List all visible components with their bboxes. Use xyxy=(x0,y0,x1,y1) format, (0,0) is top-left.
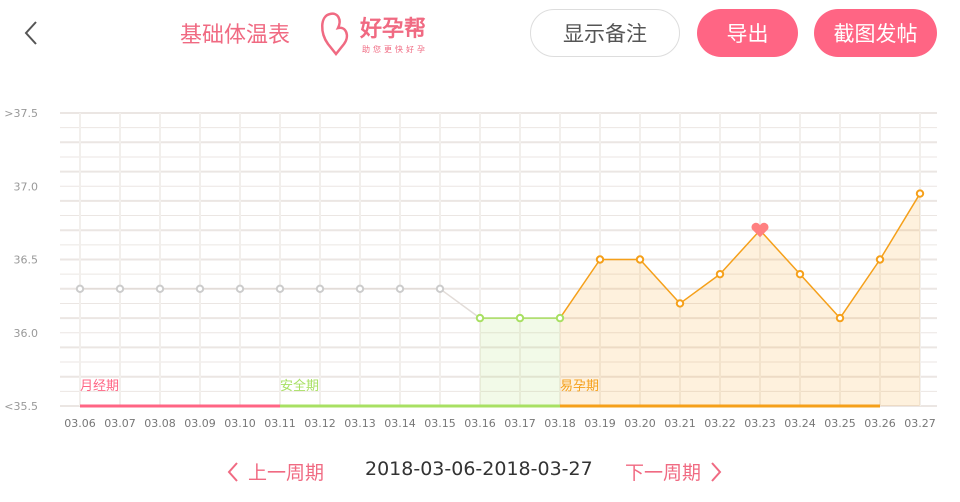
data-point xyxy=(275,284,285,294)
series-line xyxy=(719,229,761,275)
x-tick-label: 03.20 xyxy=(624,417,656,430)
phase-label: 月经期 xyxy=(80,379,119,394)
date-range: 2018-03-06-2018-03-27 xyxy=(365,458,593,480)
data-point xyxy=(115,284,125,294)
x-tick-label: 03.08 xyxy=(144,417,176,430)
y-tick-label: >37.5 xyxy=(4,107,38,120)
y-tick-label: 37.0 xyxy=(14,180,39,193)
next-cycle-button[interactable]: 下一周期 xyxy=(625,458,723,485)
data-point xyxy=(915,189,925,198)
x-tick-label: 03.23 xyxy=(744,417,776,430)
heart-marker xyxy=(751,222,769,238)
logo-text: 好孕帮 xyxy=(359,16,426,42)
x-tick-label: 03.09 xyxy=(184,417,216,430)
prev-cycle-button[interactable]: 上一周期 xyxy=(226,458,324,485)
data-point xyxy=(515,313,525,323)
x-tick-label: 03.17 xyxy=(504,417,536,430)
data-point xyxy=(875,255,885,264)
chevron-left-icon xyxy=(24,21,37,45)
export-button[interactable]: 导出 xyxy=(697,9,798,57)
next-cycle-label: 下一周期 xyxy=(625,462,702,484)
series-line xyxy=(439,288,481,319)
data-point xyxy=(235,284,245,294)
x-tick-label: 03.21 xyxy=(664,417,696,430)
x-tick-label: 03.18 xyxy=(544,417,576,430)
x-tick-label: 03.07 xyxy=(104,417,136,430)
chevron-left-icon xyxy=(227,461,238,482)
phase-label: 易孕期 xyxy=(560,379,599,394)
data-point xyxy=(155,284,165,294)
series-line xyxy=(639,258,681,304)
cycle-navigation: 上一周期 2018-03-06-2018-03-27 下一周期 xyxy=(0,458,960,486)
series-line xyxy=(799,273,841,319)
phase-area xyxy=(480,318,560,406)
x-tick-label: 03.06 xyxy=(64,417,96,430)
data-point xyxy=(835,313,845,323)
x-tick-label: 03.14 xyxy=(384,417,416,430)
phase-area xyxy=(560,193,920,406)
data-point xyxy=(555,313,565,323)
series-line xyxy=(679,273,721,305)
x-tick-label: 03.13 xyxy=(344,417,376,430)
prev-cycle-label: 上一周期 xyxy=(248,462,325,484)
data-point xyxy=(675,299,685,308)
series-line xyxy=(559,259,601,319)
data-point xyxy=(355,284,365,294)
data-point xyxy=(595,255,605,264)
data-point xyxy=(195,284,205,294)
screenshot-post-button[interactable]: 截图发帖 xyxy=(814,9,937,57)
series-line xyxy=(839,259,881,319)
data-point xyxy=(715,269,725,279)
x-tick-label: 03.27 xyxy=(904,417,936,430)
logo: 好孕帮 助您更快好孕 xyxy=(318,8,448,58)
x-tick-label: 03.22 xyxy=(704,417,736,430)
data-point xyxy=(635,255,645,264)
series-line xyxy=(759,229,801,275)
back-button[interactable] xyxy=(20,18,44,48)
data-point xyxy=(315,284,325,294)
temperature-chart: 03.06 03.07 03.08 03.09 03.10 03.11 03.12 03.13… xyxy=(4,107,937,430)
x-tick-label: 03.25 xyxy=(824,417,856,430)
x-tick-label: 03.19 xyxy=(584,417,616,430)
data-point xyxy=(475,313,485,323)
phase-label: 安全期 xyxy=(280,378,319,394)
x-tick-label: 03.16 xyxy=(464,417,496,430)
data-point xyxy=(435,284,445,294)
x-tick-label: 03.15 xyxy=(424,417,456,430)
x-tick-label: 03.12 xyxy=(304,417,336,430)
y-tick-label: <35.5 xyxy=(4,400,38,413)
data-point xyxy=(75,284,85,294)
x-tick-label: 03.11 xyxy=(264,417,296,430)
data-point xyxy=(795,269,805,279)
page-title: 基础体温表 xyxy=(180,23,291,48)
show-notes-button[interactable]: 显示备注 xyxy=(530,9,680,57)
x-tick-label: 03.26 xyxy=(864,417,896,430)
data-point xyxy=(395,284,405,294)
x-tick-label: 03.24 xyxy=(784,417,816,430)
x-tick-label: 03.10 xyxy=(224,417,256,430)
series-line xyxy=(879,193,921,260)
y-tick-label: 36.0 xyxy=(14,327,39,340)
chevron-right-icon xyxy=(711,461,722,482)
logo-slogan: 助您更快好孕 xyxy=(362,44,428,54)
y-tick-label: 36.5 xyxy=(14,254,39,267)
